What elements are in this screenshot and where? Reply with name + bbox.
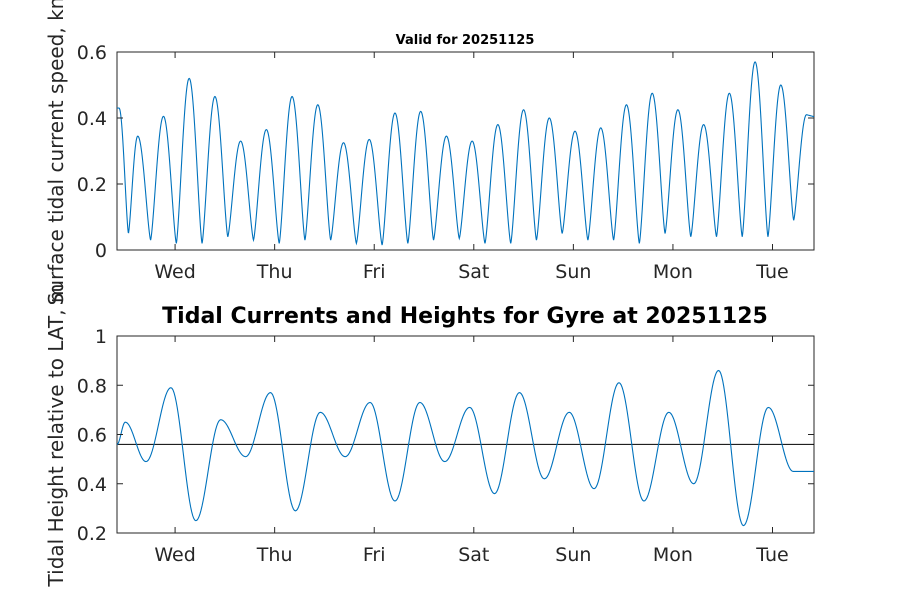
current-speed-ticks: Wed Thu Fri Sat Sun Mon Tue 0 0.2 0.4 0.6 xyxy=(77,42,814,283)
current-speed-xtick-label: Sat xyxy=(458,261,489,283)
tidal-height-ytick-label: 0.6 xyxy=(77,425,107,447)
tidal-height-xtick-label: Thu xyxy=(256,544,293,566)
current-speed-xtick-label: Tue xyxy=(755,261,788,283)
current-speed-ytick-label: 0 xyxy=(95,240,107,262)
tidal-height-line xyxy=(116,369,814,527)
tidal-height-ytick-label: 0.8 xyxy=(77,375,107,397)
current-speed-xtick-label: Fri xyxy=(363,261,386,283)
tidal-height-xtick-label: Tue xyxy=(755,544,788,566)
current-speed-xtick-label: Mon xyxy=(653,261,693,283)
current-speed-xtick-label: Sun xyxy=(555,261,591,283)
tidal-height-xtick-label: Sat xyxy=(458,544,489,566)
tidal-height-ticks: Wed Thu Fri Sat Sun Mon Tue 0.2 0.4 0.6 0.8 1 xyxy=(77,326,814,566)
tidal-height-ytick-label: 1 xyxy=(95,326,107,348)
tidal-height-xtick-label: Mon xyxy=(653,544,693,566)
tidal-height-series-group xyxy=(116,369,814,527)
tidal-height-plot-area xyxy=(116,335,815,534)
current-speed-title: Valid for 20251125 xyxy=(396,33,535,48)
tidal-height-axes: Wed Thu Fri Sat Sun Mon Tue 0.2 0.4 0.6 0.8 1 Tidal… xyxy=(44,284,815,588)
current-speed-series-group xyxy=(117,61,815,246)
tidal-height-ytick-label: 0.2 xyxy=(77,523,107,545)
tidal-height-xtick-label: Fri xyxy=(363,544,386,566)
current-speed-ytick-label: 0.2 xyxy=(77,174,107,196)
tidal-height-title: Tidal Currents and Heights for Gyre at 2… xyxy=(162,304,768,329)
current-speed-line xyxy=(117,61,815,246)
tidal-height-xtick-label: Sun xyxy=(555,544,591,566)
current-speed-ytick-label: 0.6 xyxy=(77,42,107,64)
current-speed-ytick-label: 0.4 xyxy=(77,108,107,130)
current-speed-xtick-label: Thu xyxy=(256,261,293,283)
current-speed-ylabel: Surface tidal current speed, kn xyxy=(44,0,68,305)
tidal-height-ylabel: Tidal Height relative to LAT, m xyxy=(44,284,68,588)
tidal-height-xtick-label: Wed xyxy=(154,544,195,566)
current-speed-xtick-label: Wed xyxy=(154,261,195,283)
tidal-height-ytick-label: 0.4 xyxy=(77,474,107,496)
current-speed-plot-area xyxy=(116,51,815,251)
current-speed-axes: Wed Thu Fri Sat Sun Mon Tue 0 0.2 0.4 0.6 Valid fo… xyxy=(44,0,815,305)
